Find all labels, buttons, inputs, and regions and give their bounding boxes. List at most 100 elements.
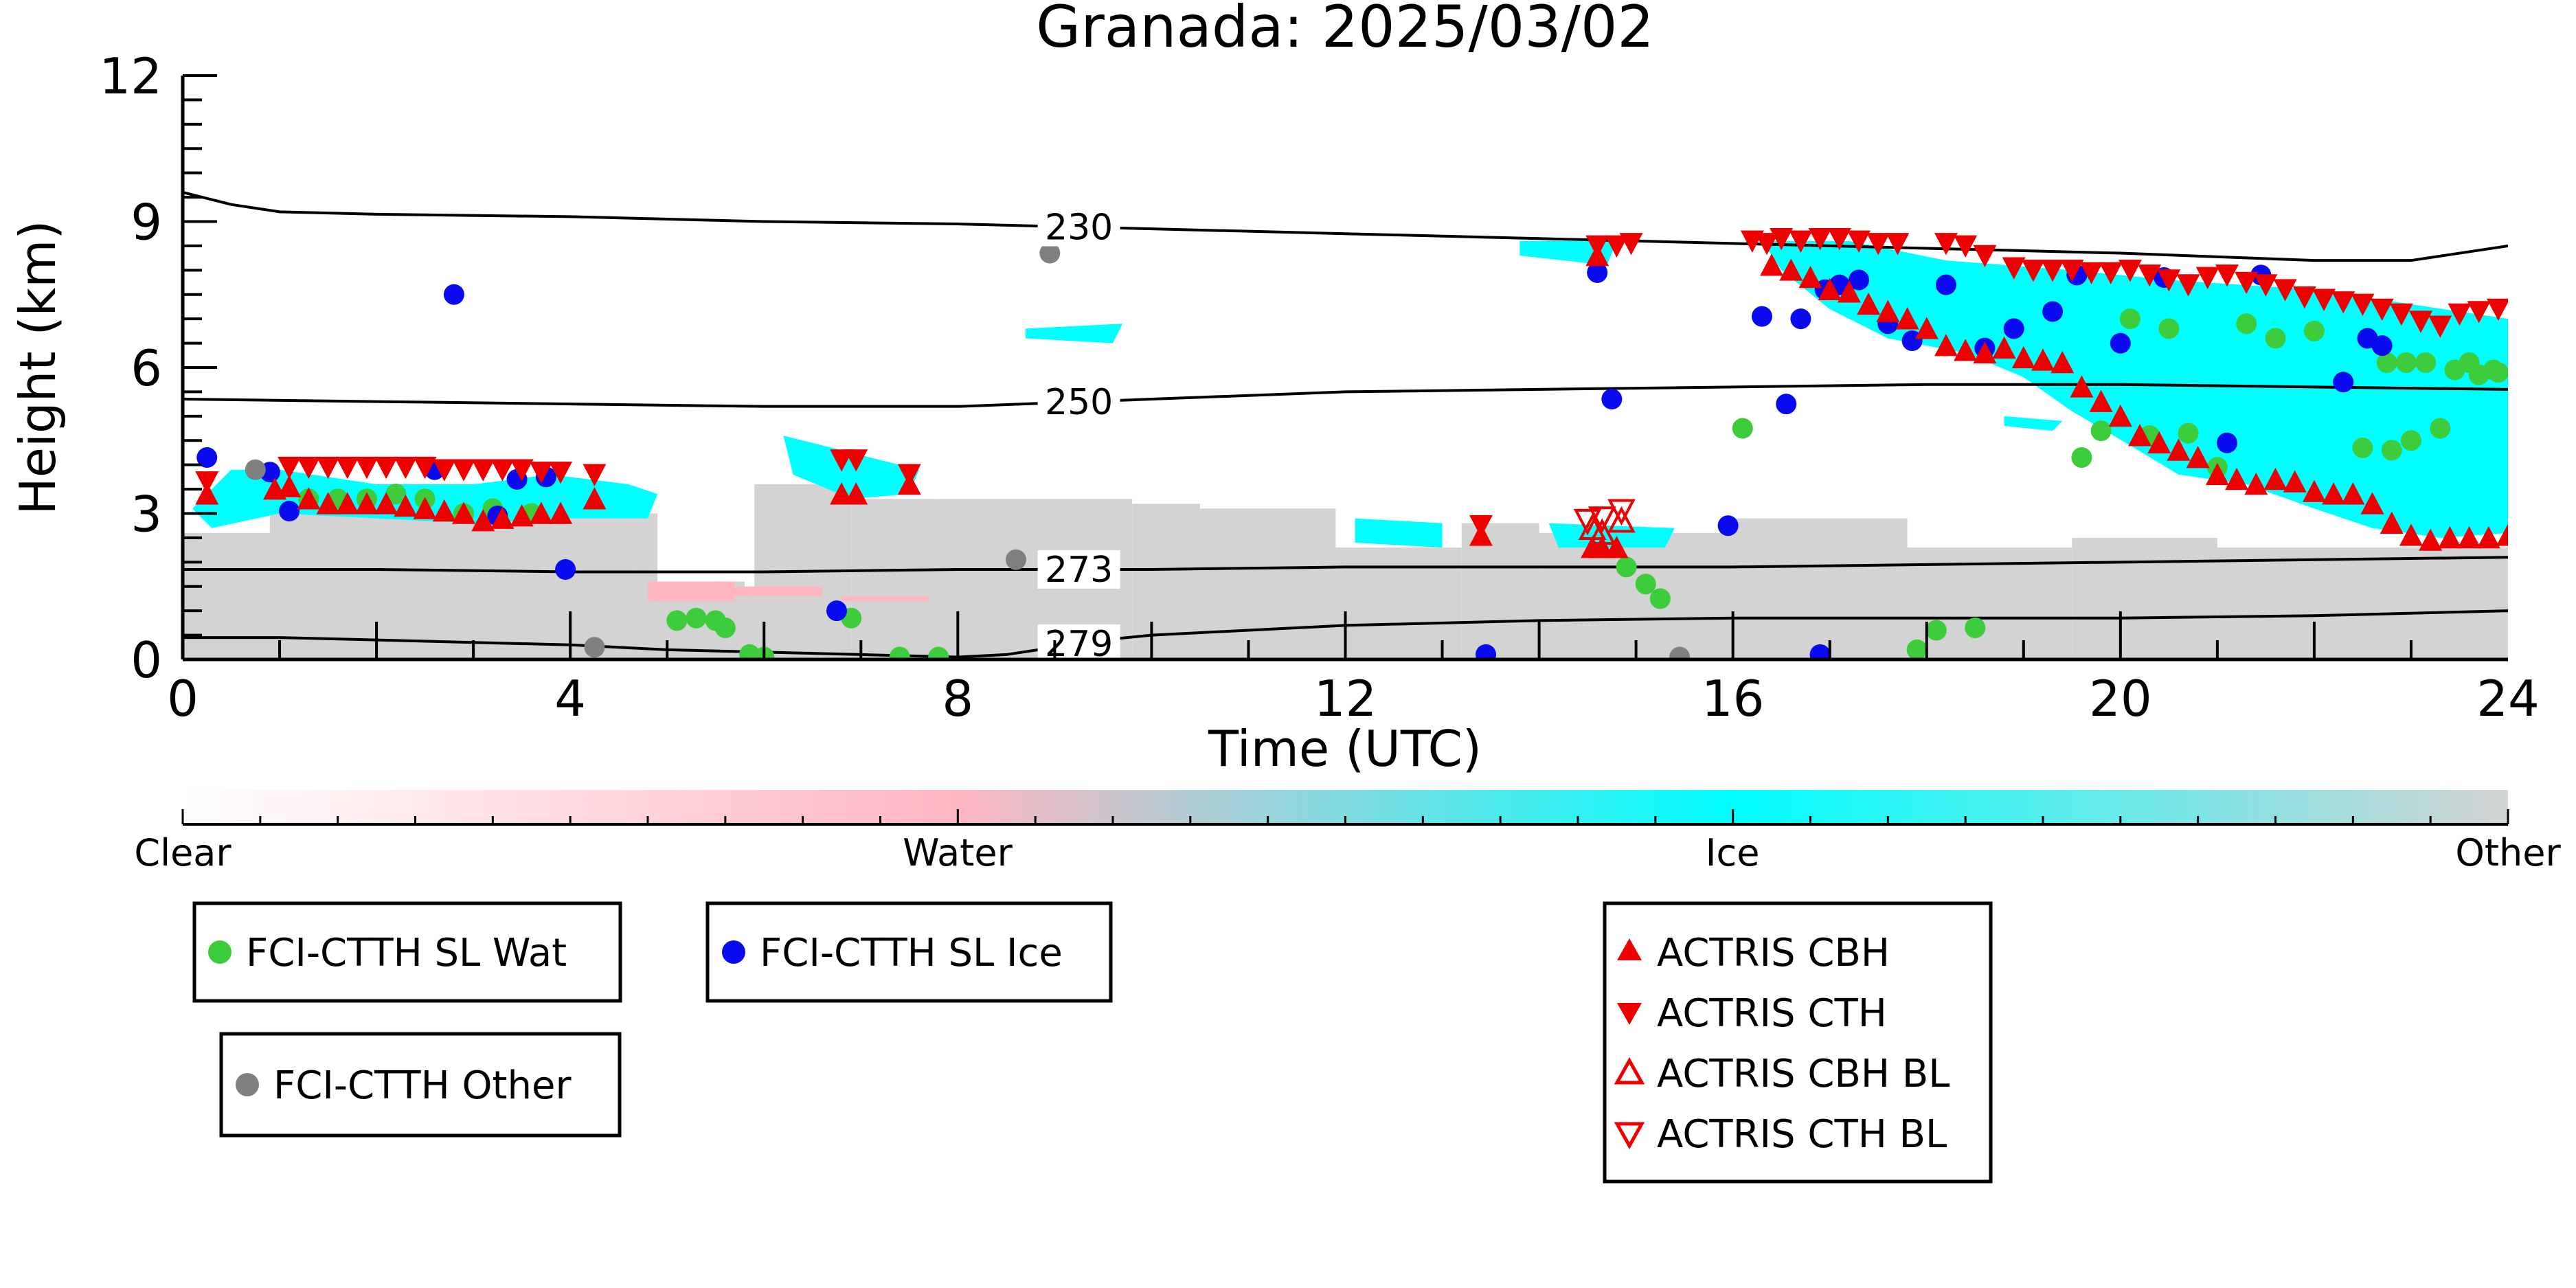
marker-actris-cbh (2011, 346, 2035, 369)
marker-fci-ctth-sl-wat (2395, 352, 2417, 373)
cloud-mask-other-segment (183, 532, 270, 659)
marker-actris-cth (1808, 227, 1832, 251)
marker-fci-ctth-other (1005, 549, 1026, 570)
marker-actris-cth (1866, 233, 1890, 256)
marker-actris-cth-bl (1573, 508, 1602, 536)
marker-actris-cbh-bl (1607, 506, 1636, 533)
cloud-mask-other-segment (269, 508, 633, 659)
marker-fci-ctth-sl-wat (928, 646, 949, 659)
marker-actris-cth (1619, 233, 1643, 256)
marker-fci-ctth-sl-ice (2371, 335, 2393, 357)
marker-actris-cth (2157, 269, 2181, 292)
marker-actris-cth (2312, 289, 2336, 311)
marker-actris-cbh (297, 487, 321, 510)
marker-actris-cth (1605, 235, 1629, 258)
marker-actris-cth (335, 456, 359, 479)
marker-actris-cbh (1973, 341, 1997, 364)
marker-fci-ctth-sl-wat (2400, 430, 2421, 451)
y-tick-label: 9 (131, 194, 162, 251)
marker-actris-cbh (1954, 339, 1978, 361)
isotherm-label-bg (1037, 383, 1120, 422)
marker-fci-ctth-other (1669, 646, 1691, 659)
y-axis-label: Height (km) (9, 221, 67, 515)
marker-fci-ctth-sl-wat (2178, 422, 2199, 444)
marker-fci-ctth-sl-wat (686, 607, 707, 629)
marker-actris-cbh (1992, 336, 2016, 359)
marker-actris-cth (490, 459, 515, 482)
legend-actris: ACTRIS CBH ACTRIS CTH ACTRIS CBH BL ACTR… (1603, 901, 1993, 1184)
marker-actris-cbh (452, 501, 476, 524)
marker-actris-cth (583, 464, 607, 486)
marker-actris-cth (2448, 303, 2472, 326)
cloud-mask-water-segment (648, 581, 735, 601)
marker-actris-cbh (1914, 317, 1939, 339)
marker-actris-cth (1934, 233, 1958, 256)
x-tick-label: 16 (1702, 670, 1765, 727)
marker-fci-ctth-sl-ice (1601, 389, 1623, 410)
marker-fci-ctth-sl-wat (889, 646, 910, 659)
marker-actris-cth (2079, 262, 2103, 284)
marker-fci-ctth-sl-ice (1790, 308, 1811, 330)
marker-fci-ctth-sl-wat (2376, 352, 2397, 373)
isotherm-label: 273 (1045, 550, 1113, 591)
marker-fci-ctth-sl-ice (826, 600, 848, 622)
legend-marker-cth (1617, 1003, 1642, 1025)
cloud-mask-other-segment (2072, 537, 2217, 659)
marker-actris-cbh (316, 492, 340, 515)
marker-fci-ctth-sl-ice (1849, 269, 1870, 291)
legend-label-cth: ACTRIS CTH (1657, 991, 1887, 1036)
cloud-mask-other-segment (2217, 547, 2508, 659)
marker-fci-ctth-sl-wat (1965, 617, 1986, 638)
marker-actris-cbh (490, 506, 515, 529)
legend-marker-cbh-bl (1614, 1057, 1645, 1085)
marker-fci-ctth-sl-ice (1776, 394, 1797, 415)
marker-actris-cbh (2128, 424, 2152, 447)
marker-fci-ctth-sl-ice (279, 500, 300, 521)
marker-actris-cth (897, 464, 921, 486)
marker-actris-cbh (844, 482, 868, 505)
marker-actris-cbh (2322, 482, 2346, 505)
isotherm-label: 230 (1045, 207, 1113, 248)
legend-label-wat: FCI-CTTH SL Wat (246, 931, 567, 975)
marker-fci-ctth-sl-wat (2236, 313, 2257, 335)
marker-actris-cbh (1798, 265, 1822, 289)
marker-fci-ctth-other (584, 637, 605, 658)
marker-actris-cbh (471, 509, 495, 532)
legend-label-cbh-bl: ACTRIS CBH BL (1657, 1052, 1950, 1096)
marker-actris-cbh (2205, 462, 2229, 486)
marker-actris-cbh (2399, 523, 2423, 546)
cloud-mask-ice-region (1761, 240, 2508, 538)
isotherm-label: 250 (1045, 382, 1113, 423)
marker-actris-cbh (2496, 523, 2508, 546)
cloud-mask-other-segment (1539, 532, 1733, 659)
marker-actris-cth (2273, 279, 2297, 302)
marker-actris-cbh (1779, 258, 1803, 281)
marker-actris-cbh (1857, 292, 1881, 315)
y-tick-label: 12 (99, 47, 162, 105)
marker-actris-cbh (432, 499, 456, 522)
marker-actris-cth (1973, 245, 1997, 268)
marker-actris-cbh (583, 487, 607, 510)
marker-actris-cbh (2457, 526, 2481, 549)
marker-actris-cth (2118, 260, 2142, 282)
marker-fci-ctth-sl-wat (2090, 420, 2112, 442)
marker-actris-cbh (2108, 404, 2132, 427)
cloud-mask-ice-region (1355, 518, 1443, 548)
marker-fci-ctth-sl-wat (2430, 418, 2451, 439)
colorbar-label-water: Water (903, 831, 1013, 874)
marker-actris-cbh (2244, 473, 2268, 495)
marker-actris-cth (2002, 257, 2026, 280)
marker-actris-cth (549, 461, 573, 484)
marker-fci-ctth-sl-wat (2444, 359, 2465, 381)
marker-actris-cth (2331, 291, 2355, 314)
x-axis-label: Time (UTC) (1208, 720, 1482, 778)
marker-actris-cth (2099, 262, 2123, 284)
marker-fci-ctth-sl-wat (2352, 437, 2373, 458)
colorbar: Clear Water Ice Other (134, 790, 2561, 874)
marker-fci-ctth-sl-ice (196, 447, 218, 468)
marker-actris-cth (2041, 260, 2065, 282)
marker-fci-ctth-other (245, 459, 266, 480)
marker-actris-cbh (354, 492, 379, 515)
